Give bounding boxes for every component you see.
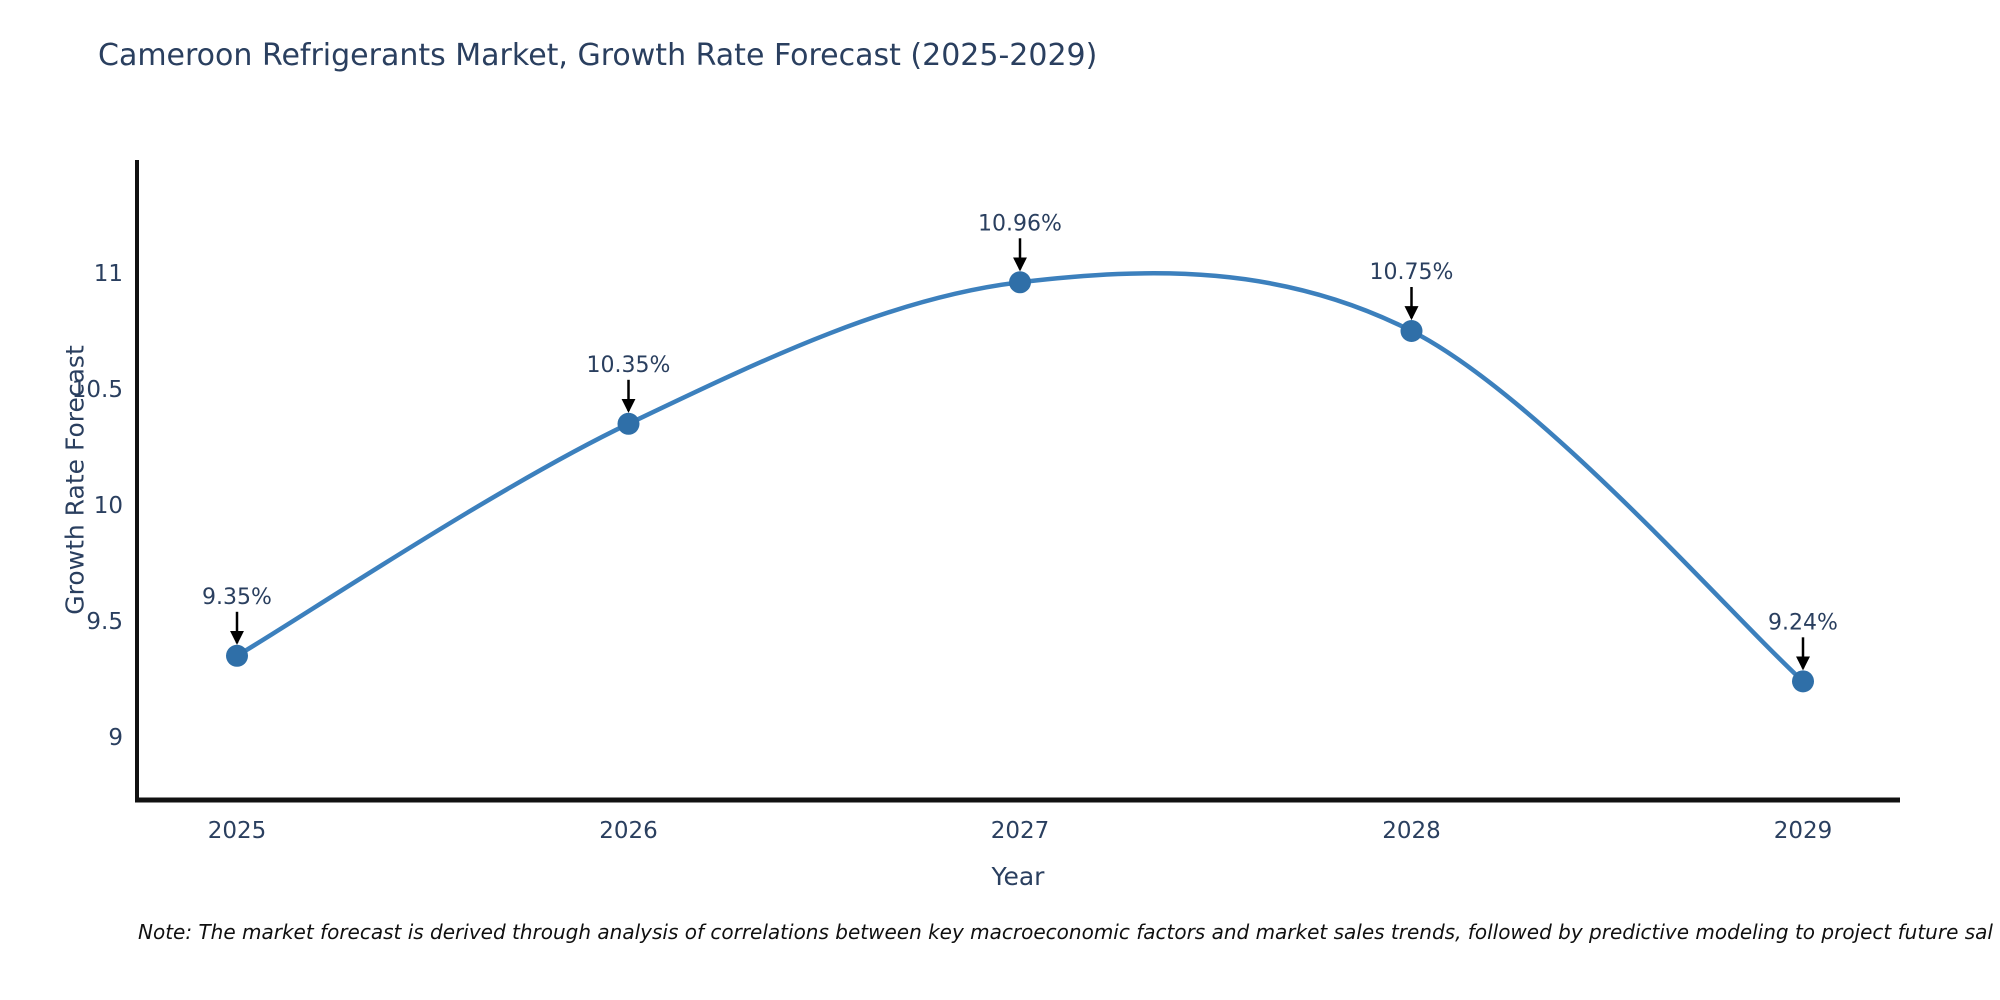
point-annotation-label: 10.35% (587, 353, 671, 378)
y-tick-label: 9.5 (86, 609, 123, 635)
data-point-marker[interactable] (617, 412, 640, 435)
point-annotation-label: 9.35% (202, 585, 272, 610)
x-axis-title: Year (991, 862, 1045, 891)
data-point-marker[interactable] (1009, 271, 1031, 294)
y-tick-label: 9 (108, 725, 123, 751)
footnote: Note: The market forecast is derived thr… (138, 920, 1993, 944)
y-tick-label: 11 (94, 261, 123, 287)
data-point-marker[interactable] (1792, 670, 1814, 693)
x-tick-label: 2029 (1774, 818, 1833, 844)
point-annotation-label: 10.96% (978, 211, 1062, 236)
point-annotation-label: 10.75% (1370, 260, 1454, 285)
data-point-marker[interactable] (1400, 320, 1423, 342)
chart-title: Cameroon Refrigerants Market, Growth Rat… (98, 38, 1098, 73)
y-tick-label: 10.5 (72, 377, 123, 403)
x-tick-label: 2028 (1382, 818, 1441, 844)
x-tick-label: 2026 (599, 818, 658, 844)
y-tick-label: 10 (94, 493, 123, 519)
point-annotation-label: 9.24% (1768, 610, 1838, 635)
x-tick-label: 2025 (208, 818, 267, 844)
y-axis-title: Growth Rate Forecast (60, 345, 90, 615)
series-line (234, 271, 1806, 684)
x-tick-label: 2027 (991, 818, 1050, 844)
data-point-marker[interactable] (226, 644, 248, 667)
